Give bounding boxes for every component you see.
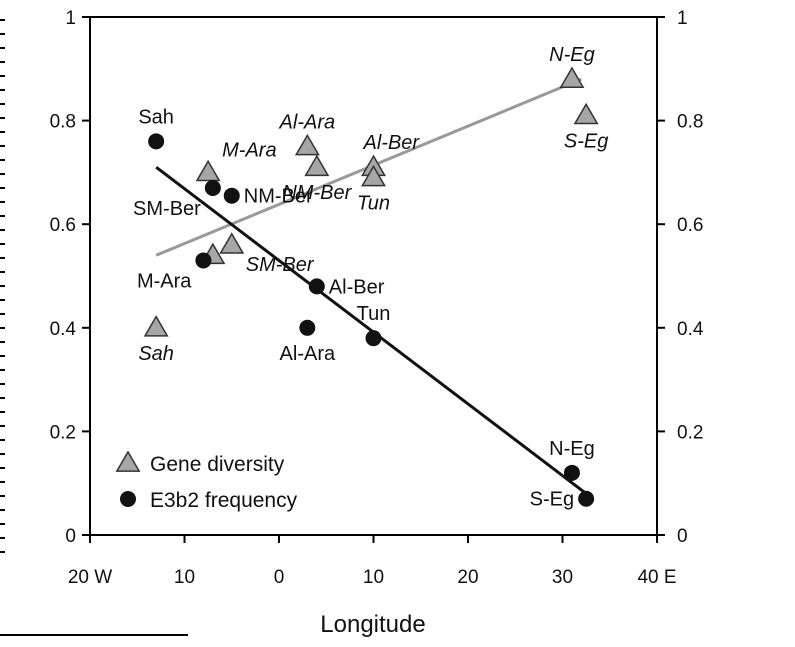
e3b2-frequency-point (365, 330, 382, 347)
page-edge-marks (0, 19, 5, 553)
e3b2-frequency-label: N-Eg (549, 438, 595, 460)
e3b2-frequency-point (148, 133, 165, 150)
legend-triangle-marker (115, 450, 141, 472)
e3b2-frequency-point (204, 179, 221, 196)
y-left-tick-label: 0 (65, 526, 76, 547)
x-axis-title: Longitude (320, 611, 425, 638)
legend-label: Gene diversity (150, 453, 285, 476)
y-right-tick-label: 1 (677, 8, 688, 29)
point-labels: Sah M-Ara SM-Ber Al-Ara NM-Ber Al-Ber Tun N-Eg S… (133, 44, 608, 511)
e3b2-frequency-label: M-Ara (137, 270, 192, 292)
y-right-tick-label: 0 (677, 526, 688, 547)
data-points (143, 66, 599, 507)
e3b2-frequency-label: Sah (138, 106, 174, 128)
gene-diversity-label: NM-Ber (282, 182, 352, 204)
y-left-tick-label: 0.2 (50, 422, 76, 443)
x-tick-label: 40 E (637, 567, 676, 588)
x-tick-label: 20 W (68, 567, 112, 588)
legend-label: E3b2 frequency (150, 489, 298, 512)
y-left-tick-label: 0.8 (50, 112, 76, 133)
y-right-tick-label: 0.8 (677, 112, 703, 133)
e3b2-frequency-label: Al-Ber (329, 276, 385, 298)
e3b2-frequency-label: Tun (357, 303, 391, 325)
gene-diversity-point (559, 66, 585, 89)
gene-diversity-label: Al-Ber (363, 132, 421, 154)
gene-diversity-point (361, 164, 386, 187)
x-tick-label: 10 (174, 567, 195, 588)
gene-diversity-point (195, 159, 221, 182)
legend: Gene diversity E3b2 frequency (115, 450, 298, 512)
e3b2-frequency-label: SM-Ber (133, 198, 201, 220)
e3b2-frequency-label: S-Eg (530, 489, 574, 511)
e3b2-frequency-label: Al-Ara (280, 343, 336, 365)
e3b2-frequency-trendline (155, 166, 588, 495)
x-tick-label: 0 (274, 567, 285, 588)
gene-diversity-point (294, 133, 320, 156)
y-right-tick-label: 0.2 (677, 422, 703, 443)
e3b2-frequency-point (195, 252, 212, 269)
y-right-tick-label: 0.6 (677, 215, 703, 236)
gene-diversity-label: Sah (138, 343, 174, 365)
e3b2-frequency-point (223, 187, 240, 204)
gene-diversity-label: Al-Ara (279, 112, 336, 134)
y-left-tick-label: 1 (65, 8, 76, 29)
gene-diversity-point (573, 102, 599, 125)
gene-diversity-label: N-Eg (549, 44, 595, 66)
x-tick-label: 10 (363, 567, 384, 588)
footnote-rule (0, 634, 188, 636)
e3b2-frequency-point (563, 464, 580, 481)
e3b2-frequency-point (299, 319, 316, 336)
e3b2-frequency-label: NM-Ber (244, 186, 313, 208)
gene-diversity-point (219, 232, 245, 254)
x-tick-label: 30 (552, 567, 573, 588)
gene-diversity-label: S-Eg (564, 130, 608, 152)
gene-diversity-label: M-Ara (222, 139, 276, 161)
gene-diversity-label: Tun (357, 193, 390, 215)
legend-circle-marker (120, 491, 136, 507)
gene-diversity-label: SM-Ber (246, 254, 315, 276)
e3b2-frequency-point (578, 490, 595, 507)
y-left-tick-label: 0.4 (50, 319, 77, 340)
gene-diversity-point (304, 154, 330, 177)
x-tick-label: 20 (457, 567, 478, 588)
axes: 20 W 10 0 10 20 30 40 E00.20.40.60.8100.20.40.… (50, 8, 704, 588)
y-left-tick-label: 0.6 (50, 215, 76, 236)
e3b2-frequency-point (308, 278, 325, 295)
y-right-tick-label: 0.4 (677, 319, 704, 340)
gene-diversity-point (143, 315, 169, 337)
